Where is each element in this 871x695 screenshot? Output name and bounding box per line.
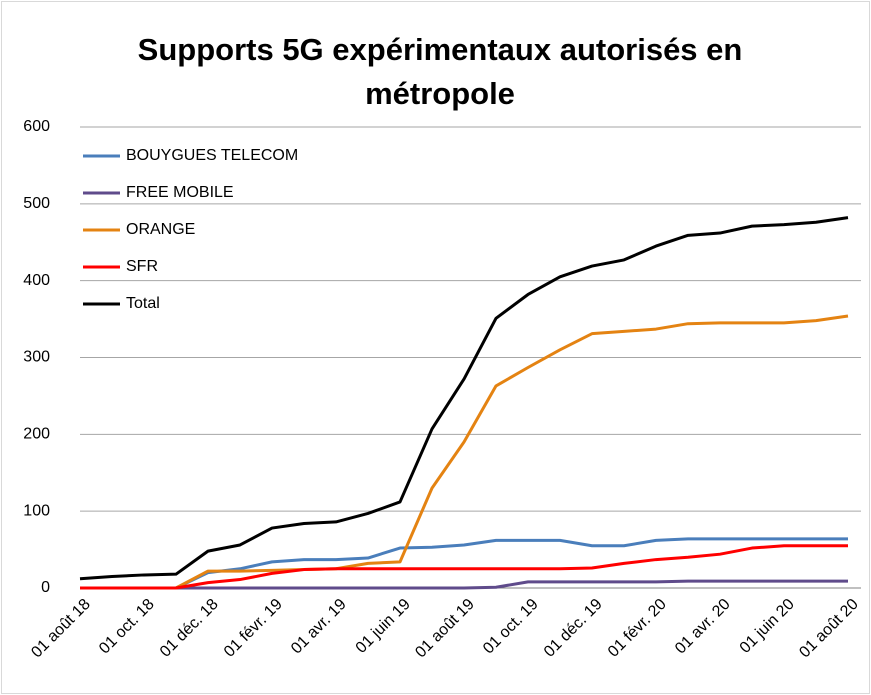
- legend-label: ORANGE: [126, 221, 195, 238]
- x-tick-label: 01 déc. 19: [541, 596, 606, 661]
- y-tick-label: 300: [23, 349, 50, 366]
- x-tick-label: 01 août 19: [412, 596, 478, 662]
- x-tick-label: 01 avr. 19: [288, 596, 350, 658]
- y-tick-label: 400: [23, 272, 50, 289]
- series-line: [80, 579, 848, 590]
- legend-label: FREE MOBILE: [126, 184, 234, 201]
- x-tick-label: 01 févr. 20: [605, 596, 670, 661]
- x-tick-label: 01 juin 19: [353, 596, 414, 657]
- x-tick-label: 01 oct. 19: [480, 596, 542, 658]
- x-tick-label: 01 oct. 18: [96, 596, 158, 658]
- legend-label: BOUYGUES TELECOM: [126, 147, 298, 164]
- series-line: [79, 216, 849, 581]
- x-tick-label: 01 août 18: [28, 596, 94, 662]
- x-tick-label: 01 juin 20: [737, 596, 798, 657]
- x-tick-label: 01 déc. 18: [157, 596, 222, 661]
- series-line: [80, 544, 848, 590]
- y-tick-label: 0: [41, 579, 50, 596]
- y-tick-label: 600: [23, 118, 50, 135]
- legend-label: Total: [126, 295, 160, 312]
- y-tick-label: 200: [23, 426, 50, 443]
- x-tick-label: 01 avr. 20: [672, 596, 734, 658]
- y-tick-label: 500: [23, 195, 50, 212]
- x-tick-label: 01 août 20: [796, 596, 862, 662]
- chart-title: Supports 5G expérimentaux autorisés en m…: [137, 32, 743, 111]
- series-line: [80, 314, 849, 590]
- x-tick-label: 01 févr. 19: [221, 596, 286, 661]
- y-tick-label: 100: [23, 502, 50, 519]
- legend-label: SFR: [126, 258, 158, 275]
